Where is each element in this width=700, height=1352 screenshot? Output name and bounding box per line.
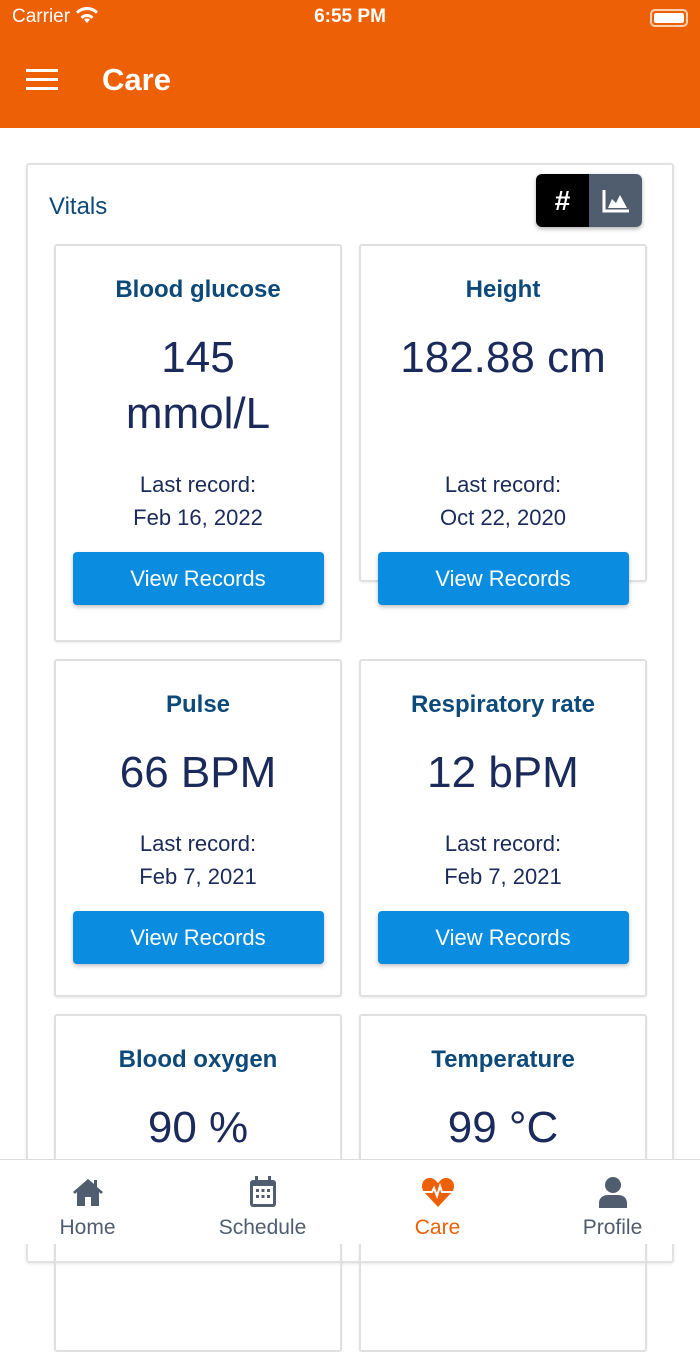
wifi-icon: [76, 7, 99, 23]
vital-value: 145 mmol/L: [125, 333, 271, 438]
vital-card: Blood glucose 145 mmol/L Last record: Feb…: [54, 244, 342, 642]
battery-icon: [650, 9, 688, 27]
last-record-label: Last record:: [139, 472, 257, 497]
menu-icon[interactable]: [26, 69, 58, 91]
last-record-date: Feb 16, 2022: [133, 505, 263, 530]
status-bar: Carrier 6:55 PM: [12, 6, 688, 30]
vital-title: Blood oxygen: [118, 1046, 278, 1073]
last-record-date: Feb 7, 2021: [139, 864, 257, 889]
view-records-button[interactable]: View Records: [72, 911, 324, 964]
vital-value: 12 bPM: [427, 748, 579, 797]
tab-bar: Home Schedule Care Profile: [0, 1159, 700, 1244]
vital-card: Pulse 66 BPM Last record: Feb 7, 2021 Vie…: [54, 659, 342, 997]
view-records-button[interactable]: View Records: [377, 911, 629, 964]
vital-title: Respiratory rate: [410, 691, 596, 718]
tab-home[interactable]: Home: [0, 1160, 175, 1244]
page-title: Care: [102, 62, 171, 97]
user-icon: [598, 1177, 627, 1208]
vitals-panel: Vitals #: [26, 163, 674, 1263]
hash-icon[interactable]: #: [536, 174, 589, 227]
last-record-label: Last record:: [444, 831, 562, 856]
vital-title: Height: [465, 276, 541, 303]
last-record-label: Last record:: [139, 831, 257, 856]
view-records-button[interactable]: View Records: [377, 552, 629, 605]
home-icon: [72, 1179, 103, 1206]
vital-title: Blood glucose: [115, 276, 281, 303]
view-toggle: #: [536, 174, 642, 227]
vital-value: 182.88 cm: [400, 333, 606, 382]
vital-title: Pulse: [165, 691, 231, 718]
vital-value: 90 %: [147, 1103, 249, 1152]
view-records-button[interactable]: View Records: [72, 552, 324, 605]
vital-value: 99 °C: [447, 1103, 559, 1152]
vital-title: Temperature: [431, 1046, 575, 1073]
calendar-icon: [249, 1176, 276, 1207]
tab-profile[interactable]: Profile: [525, 1160, 700, 1244]
heart-pulse-icon: [421, 1178, 454, 1207]
section-title: Vitals: [49, 193, 108, 220]
area-chart-icon[interactable]: [589, 174, 642, 227]
clock: 6:55 PM: [314, 6, 386, 27]
last-record-label: Last record:: [444, 472, 562, 497]
last-record-date: Oct 22, 2020: [440, 505, 566, 530]
vital-card: Height 182.88 cm Last record: Oct 22, 202…: [359, 244, 647, 605]
vital-value: 66 BPM: [119, 748, 277, 797]
tab-schedule[interactable]: Schedule: [175, 1160, 350, 1244]
carrier: Carrier: [12, 6, 99, 28]
app-header: Carrier 6:55 PM Care: [0, 0, 700, 128]
tab-care[interactable]: Care: [350, 1160, 525, 1244]
vital-card: Respiratory rate 12 bPM Last record: Feb …: [359, 659, 647, 997]
last-record-date: Feb 7, 2021: [444, 864, 562, 889]
